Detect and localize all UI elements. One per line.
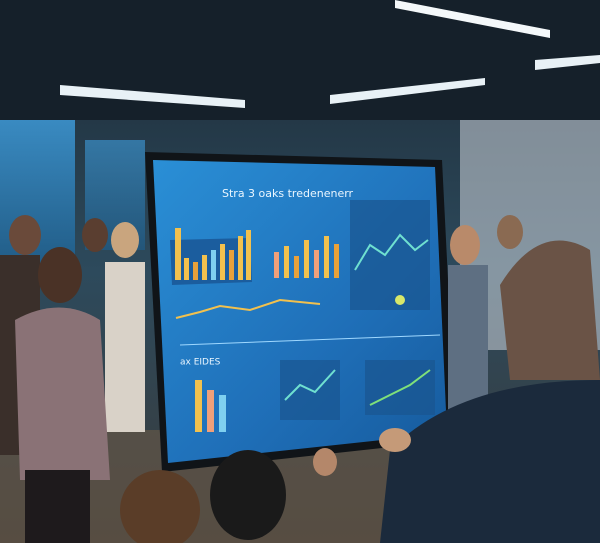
screen-shape: [184, 258, 189, 280]
people-shape: [450, 225, 480, 265]
people-shape: [500, 240, 600, 380]
screen-shape: [284, 369, 336, 401]
screen-shape: [211, 250, 216, 280]
background-shape: [535, 55, 600, 70]
background-shape: [60, 85, 245, 108]
screen-shape: [334, 244, 339, 278]
screen-shape: [294, 256, 299, 278]
screen-shape: [324, 236, 329, 278]
screen-shape: [175, 298, 321, 319]
people-shape: [15, 307, 110, 480]
people-shape: [105, 262, 145, 432]
screen-shape: [395, 295, 405, 305]
screen-shape: [179, 334, 441, 346]
people-shape: [379, 428, 411, 452]
screen-shape: [229, 250, 234, 280]
screen-shape: [219, 395, 226, 432]
section-label: ax EIDES: [180, 358, 221, 368]
people-shape: [120, 470, 200, 543]
screen-shape: [220, 244, 225, 280]
people-shape: [25, 470, 90, 543]
screen-shape: [238, 236, 243, 280]
screen-shape: [246, 230, 251, 280]
screen-shape: [284, 246, 289, 278]
people: [0, 215, 600, 543]
screen-shape: [202, 255, 207, 280]
people-shape: [9, 215, 41, 255]
screen: Stra 3 oaks tredenenerr ax EIDES: [145, 152, 456, 472]
people-shape: [380, 380, 600, 543]
people-shape: [210, 450, 286, 540]
screen-shape: [274, 252, 279, 278]
screen-shape: [314, 250, 319, 278]
screen-shape: [350, 200, 430, 310]
people-shape: [82, 218, 108, 252]
screen-shape: [175, 228, 181, 280]
people-shape: [38, 247, 82, 303]
screen-shape: [369, 369, 431, 406]
screen-shape: [193, 262, 198, 280]
background-shape: [330, 78, 485, 104]
screen-shape: [207, 390, 214, 432]
background-shape: [0, 0, 600, 120]
screen-shape: [304, 240, 309, 278]
screen-shape: [365, 360, 435, 415]
screen-title: Stra 3 oaks tredenenerr: [222, 187, 354, 200]
people-shape: [111, 222, 139, 258]
people-shape: [497, 215, 523, 249]
screen-shape: [354, 233, 429, 271]
background-shape: [395, 0, 550, 38]
people-shape: [313, 448, 337, 476]
screen-shape: [195, 380, 202, 432]
